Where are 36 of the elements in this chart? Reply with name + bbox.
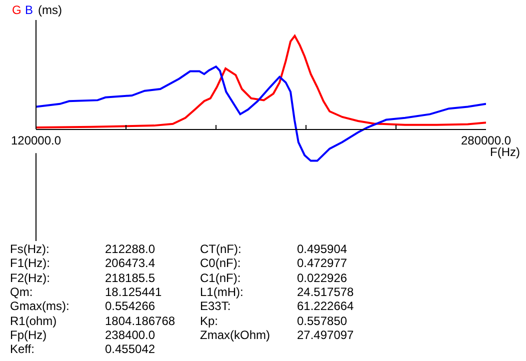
text: 24.517578 — [297, 285, 354, 299]
x-axis-title: F(Hz) — [490, 145, 520, 159]
text: 61.222664 — [297, 299, 354, 313]
text: 0.472977 — [297, 256, 348, 270]
text: R1(ohm) — [10, 314, 57, 328]
text: 27.497097 — [297, 328, 354, 342]
x-tick-label: 280000.0 — [460, 134, 512, 148]
text: C0(nF): — [200, 256, 241, 270]
text: E33T: — [200, 299, 231, 313]
text: 1804.186768 — [105, 314, 176, 328]
text: Qm: — [10, 285, 33, 299]
text: F1(Hz): — [10, 256, 50, 270]
text: 218185.5 — [105, 271, 156, 285]
text: Zmax(kOhm) — [200, 328, 270, 342]
text: F2(Hz): — [10, 271, 50, 285]
text: 0.554266 — [105, 299, 156, 313]
text: C1(nF): — [200, 271, 241, 285]
text: Fs(Hz): — [10, 242, 50, 256]
text: 212288.0 — [105, 242, 156, 256]
text: Kp: — [200, 314, 218, 328]
y-axis-title: (ms) — [38, 3, 62, 17]
text: Fp(Hz) — [10, 328, 47, 342]
text: Keff: — [10, 342, 34, 356]
text: 0.455042 — [105, 342, 156, 356]
text: L1(mH): — [200, 285, 244, 299]
text: 18.125441 — [105, 285, 162, 299]
text: G — [12, 3, 22, 17]
text: 206473.4 — [105, 256, 156, 270]
text: B — [25, 3, 34, 17]
text: 0.557850 — [297, 314, 348, 328]
text: 238400.0 — [105, 328, 156, 342]
x-tick-label: 120000.0 — [10, 134, 62, 148]
text: 0.495904 — [297, 242, 348, 256]
text: CT(nF): — [200, 242, 242, 256]
text: 0.022926 — [297, 271, 348, 285]
text: Gmax(ms): — [10, 299, 70, 313]
